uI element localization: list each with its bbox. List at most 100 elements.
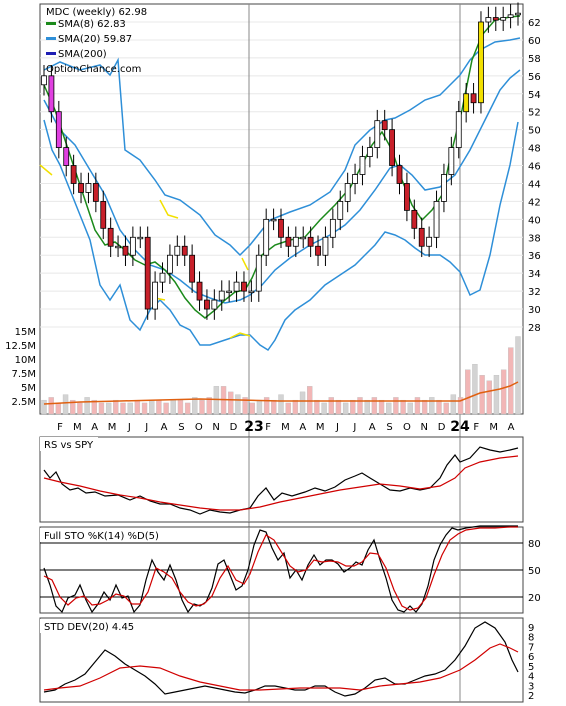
candle-body (78, 183, 84, 193)
candle-body (485, 17, 492, 23)
sto-y-tick-label: 20 (528, 593, 541, 604)
x-axis-month-label: F (473, 422, 479, 433)
price-y-tick-label: 38 (528, 233, 541, 244)
volume-bar (120, 402, 126, 415)
volume-bar (350, 399, 356, 415)
candle-body (515, 12, 521, 16)
candle-body (396, 165, 403, 184)
volume-bar (149, 399, 155, 415)
volume-y-tick-label: 15M (15, 327, 36, 338)
price-y-tick-label: 44 (528, 179, 541, 190)
x-axis-month-label: O (403, 422, 411, 433)
candle-body (300, 236, 307, 240)
candle-body (241, 281, 247, 292)
volume-bar (127, 402, 133, 415)
bollinger-lower-band (43, 119, 519, 352)
volume-bar (465, 369, 471, 415)
candle-body (463, 93, 470, 113)
volume-bar (206, 397, 212, 415)
std-y-tick-label: 8 (528, 633, 534, 644)
volume-bar (242, 397, 248, 415)
volume-bar (307, 386, 313, 415)
volume-bar (278, 394, 284, 415)
candle-body (374, 120, 381, 148)
candle-body (404, 183, 410, 211)
volume-bar (328, 397, 334, 415)
volume-bar (364, 399, 370, 415)
candle-body (167, 254, 173, 274)
price-y-tick-label: 48 (528, 144, 541, 155)
volume-bar (515, 336, 521, 415)
x-axis-month-label: N (212, 422, 219, 433)
volume-bar (393, 397, 399, 415)
volume-bar (486, 380, 492, 415)
price-y-tick-label: 32 (528, 287, 541, 298)
std-title-bg (40, 619, 170, 633)
volume-bar (55, 402, 62, 415)
sto-y-tick-label: 80 (528, 539, 541, 550)
x-axis-month-label: M (316, 422, 325, 433)
candle-body (285, 236, 292, 247)
bollinger-highlight-1 (159, 199, 179, 219)
volume-bar (263, 397, 270, 415)
candle-body (63, 147, 70, 166)
sto-title: Full STO %K(14) %D(5) (44, 531, 159, 542)
candle-body (263, 218, 270, 256)
volume-bar (429, 397, 435, 415)
sto-y-tick-label: 50 (528, 566, 541, 577)
volume-bar (249, 402, 255, 415)
volume-y-ticks: 15M 12.5M 10M 7.5M 5M 2.5M (5, 327, 36, 408)
candle-body (411, 209, 418, 229)
candle-body (211, 299, 218, 310)
volume-bar (508, 347, 514, 415)
candle-body (507, 14, 514, 18)
volume-bar (141, 402, 148, 415)
volume-bar (299, 391, 306, 415)
volume-bar (321, 402, 327, 415)
sto-y-ticks: 80 50 20 (528, 539, 541, 604)
x-axis-month-label: M (489, 422, 498, 433)
candle-body (159, 272, 166, 283)
candle-body (441, 174, 447, 202)
x-axis-month-label: M (73, 422, 82, 433)
volume-bar (199, 399, 205, 415)
volume-y-tick-label: 7.5M (11, 369, 36, 380)
candle-body (137, 236, 144, 240)
price-y-tick-label: 34 (528, 269, 541, 280)
volume-y-tick-label: 2.5M (11, 397, 36, 408)
candle-body (189, 254, 196, 283)
candle-body (100, 201, 107, 229)
candle-body (470, 93, 477, 104)
candle-body (433, 201, 440, 238)
bollinger-middle-band (43, 69, 521, 304)
volume-average-line (43, 381, 519, 405)
rs-panel-frame (39, 436, 524, 523)
candle-body (233, 281, 240, 292)
candle-body (337, 201, 344, 220)
bollinger-upper-band (43, 37, 521, 257)
sto-k-line (43, 525, 518, 614)
candle-body (329, 218, 336, 238)
sto-title-bg (40, 528, 190, 542)
volume-bar (335, 399, 342, 415)
volume-bar (228, 391, 234, 415)
volume-bar (70, 399, 76, 415)
candle-body (322, 236, 329, 256)
candle-body (270, 218, 277, 222)
volume-bar (84, 397, 90, 415)
volume-bar (134, 399, 141, 415)
volume-bar (48, 397, 54, 415)
volume-bar (421, 399, 428, 415)
price-y-tick-label: 36 (528, 251, 541, 262)
rs-moving-average (43, 455, 519, 511)
volume-bar (479, 375, 485, 415)
candle-body (129, 236, 136, 256)
price-y-tick-label: 50 (528, 126, 541, 137)
legend-sma200: SMA(200) (58, 49, 107, 60)
std-y-tick-label: 3 (528, 681, 534, 692)
x-axis-year-label: 24 (450, 419, 470, 435)
candle-body (122, 245, 129, 256)
